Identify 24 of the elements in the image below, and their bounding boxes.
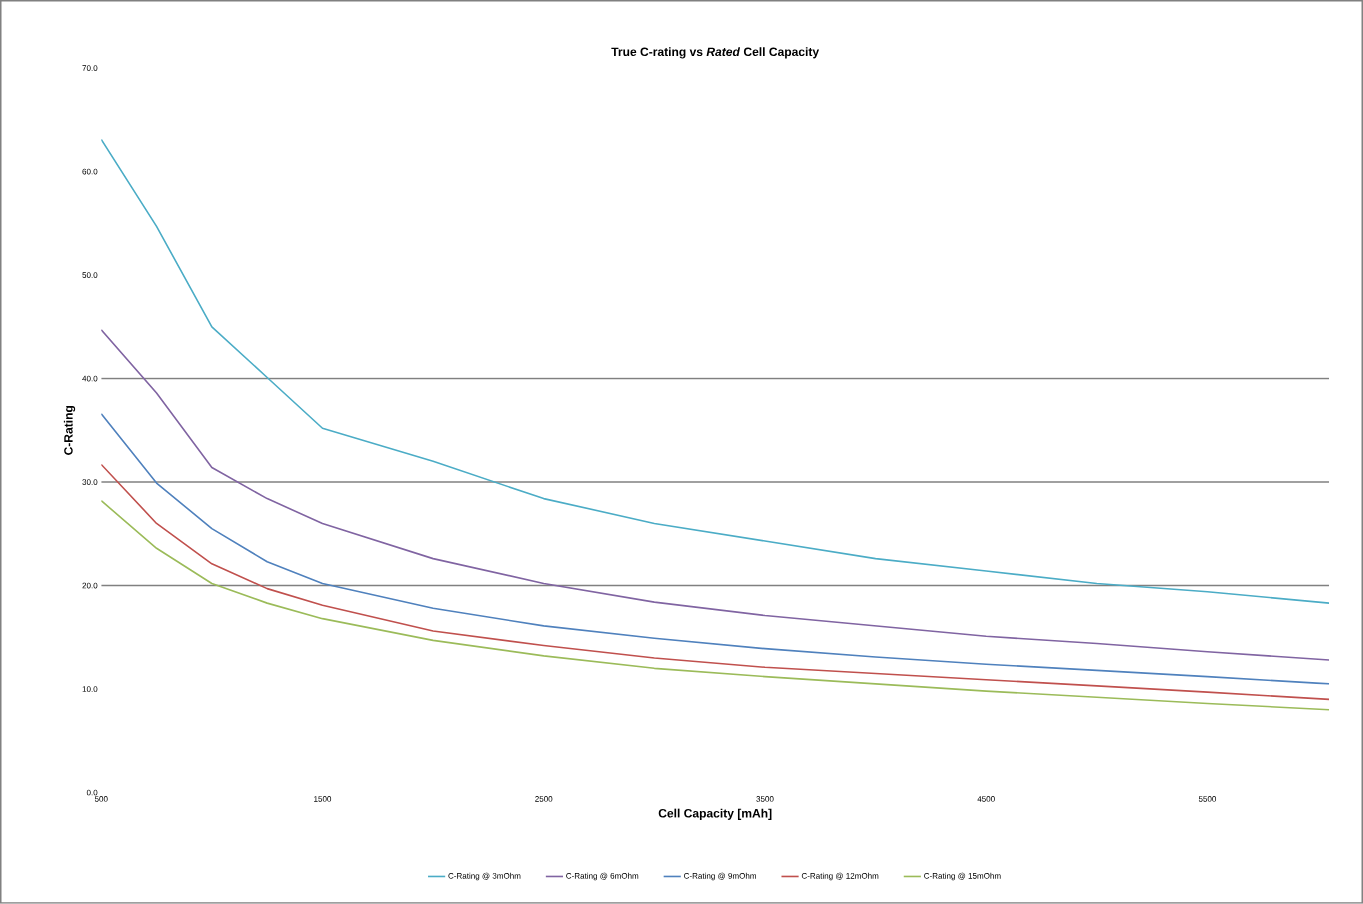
x-tick-label: 4500 (977, 796, 995, 802)
y-axis-title: C-Rating (63, 406, 76, 456)
x-tick-label: 2500 (535, 796, 553, 802)
legend-label: C-Rating @ 3mOhm (448, 872, 521, 881)
x-tick-label: 1500 (314, 796, 332, 802)
y-tick-label: 40.0 (82, 375, 98, 382)
line-series (101, 413, 1330, 685)
x-tick-label: 5500 (1198, 796, 1217, 802)
x-axis-title: Cell Capacity [mAh] (658, 808, 772, 820)
chart-title: True C-rating vs Rated Cell Capacity (611, 47, 820, 59)
x-tick-label: 3500 (756, 796, 774, 802)
y-tick-label: 60.0 (82, 168, 98, 175)
y-tick-label: 50.0 (82, 272, 98, 278)
y-tick-label: 0.0 (86, 789, 98, 796)
y-tick-label: 20.0 (82, 582, 98, 589)
legend-label: C-Rating @ 15mOhm (924, 872, 1001, 881)
legend-label: C-Rating @ 9mOhm (684, 872, 756, 881)
line-series (101, 138, 1330, 605)
y-tick-label: 30.0 (82, 479, 98, 485)
y-tick-label: 70.0 (82, 65, 98, 72)
legend-label: C-Rating @ 12mOhm (801, 872, 879, 881)
x-tick-label: 500 (94, 796, 108, 802)
y-tick-label: 10.0 (82, 686, 98, 692)
legend-label: C-Rating @ 6mOhm (566, 872, 639, 881)
